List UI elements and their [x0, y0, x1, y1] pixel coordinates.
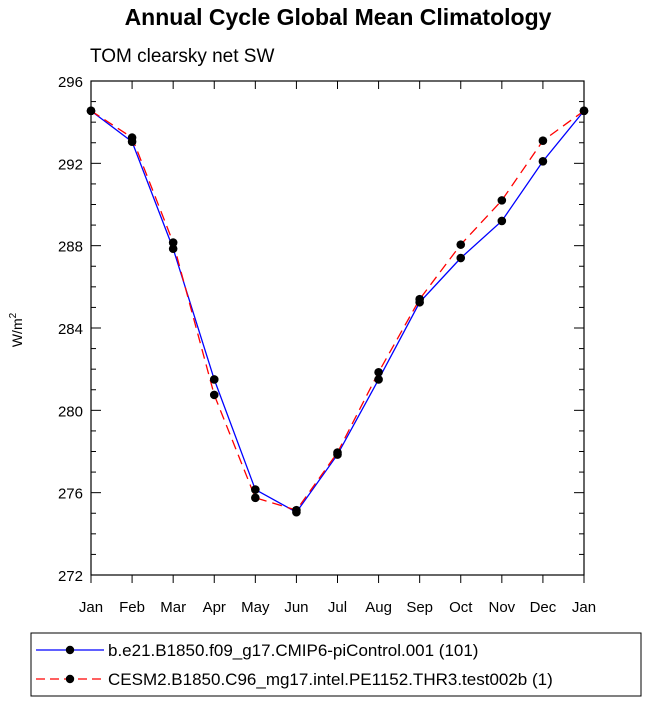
- data-point-series-2: [579, 106, 589, 116]
- x-tick-label: Jul: [328, 599, 347, 616]
- y-tick-label: 284: [58, 321, 83, 338]
- x-tick-label: Apr: [203, 599, 226, 616]
- series-markers: [86, 106, 589, 517]
- x-tick-label: Jun: [284, 599, 308, 616]
- legend-box: [30, 632, 642, 697]
- data-point-series-1: [209, 375, 219, 384]
- data-point-series-2: [333, 448, 342, 457]
- x-tick-label: Jan: [79, 599, 103, 616]
- x-tick-label: Mar: [160, 599, 186, 616]
- y-tick-label: 292: [58, 156, 83, 173]
- legend-label-series-2: CESM2.B1850.C96_mg17.intel.PE1152.THR3.t…: [108, 670, 553, 689]
- data-point-series-1: [251, 485, 260, 494]
- data-point-series-2: [209, 390, 219, 400]
- x-tick-label: Sep: [406, 599, 433, 616]
- y-axis-label-text: W/m: [9, 318, 25, 347]
- x-tick-label: Nov: [488, 599, 515, 616]
- data-point-series-2: [415, 294, 424, 304]
- x-tick-label: Jan: [572, 599, 596, 616]
- y-axis-label-group: W/m2: [8, 312, 25, 347]
- data-point-series-1: [374, 375, 383, 384]
- data-point-series-2: [292, 505, 301, 515]
- y-axis-label-superscript: 2: [8, 312, 19, 318]
- x-tick-label: Oct: [449, 599, 473, 616]
- data-point-series-2: [538, 136, 548, 145]
- y-axis-label: W/m2: [8, 312, 25, 347]
- data-point-series-2: [497, 196, 507, 205]
- legend-label-series-1: b.e21.B1850.f09_g17.CMIP6-piControl.001 …: [108, 641, 478, 660]
- data-point-series-1: [456, 253, 466, 263]
- x-tick-label: Dec: [530, 599, 557, 616]
- axes: 272 276 280 284 288 292 296 Jan Feb Mar Apr May Jun J…: [58, 74, 596, 616]
- y-tick-label: 288: [58, 239, 83, 256]
- x-tick-label: Aug: [365, 599, 392, 616]
- chart-subtitle: TOM clearsky net SW: [90, 46, 274, 67]
- y-tick-label: 280: [58, 403, 83, 420]
- legend: b.e21.B1850.f09_g17.CMIP6-piControl.001 …: [30, 632, 642, 697]
- data-point-series-2: [374, 367, 383, 377]
- x-tick-label: May: [241, 599, 270, 616]
- y-tick-label: 272: [58, 568, 83, 585]
- plot-frame: [90, 80, 585, 576]
- data-point-series-2: [168, 238, 178, 247]
- x-tick-label: Feb: [119, 599, 145, 616]
- chart-title: Annual Cycle Global Mean Climatology: [125, 4, 552, 30]
- data-point-series-2: [251, 493, 260, 503]
- legend-marker-series-1: [65, 645, 75, 655]
- data-point-series-1: [538, 156, 548, 166]
- data-point-series-1: [497, 216, 507, 226]
- y-tick-label: 296: [58, 74, 83, 91]
- data-point-series-1: [168, 244, 178, 254]
- y-tick-label: 276: [58, 486, 83, 503]
- data-point-series-2: [456, 240, 466, 249]
- data-point-series-2: [86, 106, 96, 116]
- data-point-series-2: [127, 133, 137, 142]
- legend-marker-series-2: [65, 674, 75, 684]
